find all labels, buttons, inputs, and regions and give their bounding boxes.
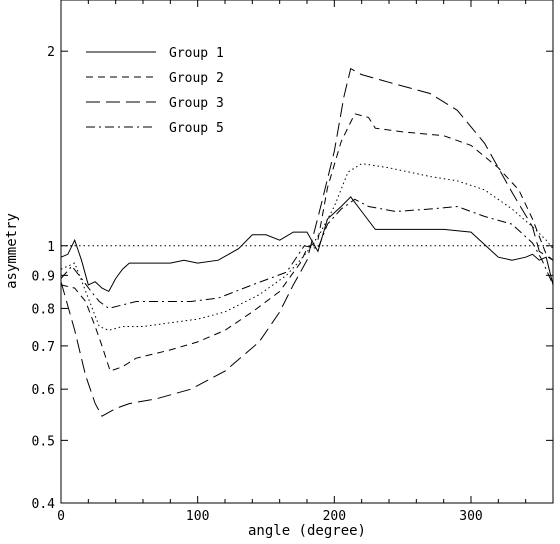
- legend-label: Group 3: [169, 96, 224, 111]
- legend: Group 1 Group 2 Group 3 Group 5: [86, 46, 224, 136]
- series-line-unlabeled-4: [60, 163, 554, 331]
- y-tick-label: 1: [47, 240, 55, 255]
- y-tick-label: 0.9: [32, 269, 55, 284]
- series-line-group-2: [60, 113, 554, 372]
- y-tick-label: 0.5: [32, 434, 55, 449]
- axis-ticks: 0 100 200 300 0.4 0.5 0.6 0.7 0.8 0.9 1 2: [32, 0, 553, 524]
- y-tick-label: 0.7: [32, 340, 55, 355]
- x-tick-label: 200: [323, 509, 346, 524]
- plot-frame: [60, 0, 554, 504]
- y-tick-label: 2: [47, 45, 55, 60]
- x-tick-label: 100: [186, 509, 209, 524]
- legend-label: Group 1: [169, 46, 224, 61]
- series-layer: [60, 67, 554, 417]
- legend-label: Group 2: [169, 71, 224, 86]
- legend-label: Group 5: [169, 121, 224, 136]
- y-tick-label: 0.6: [32, 383, 55, 398]
- y-tick-label: 0.4: [32, 497, 56, 512]
- x-tick-label: 0: [57, 509, 65, 524]
- y-tick-label: 0.8: [32, 302, 55, 317]
- series-line-group-1: [60, 196, 554, 293]
- x-axis-label: angle (degree): [248, 523, 366, 539]
- y-axis-label: asymmetry: [4, 213, 20, 289]
- series-line-group-3: [60, 67, 554, 417]
- series-line-group-5: [60, 198, 554, 309]
- x-tick-label: 300: [459, 509, 482, 524]
